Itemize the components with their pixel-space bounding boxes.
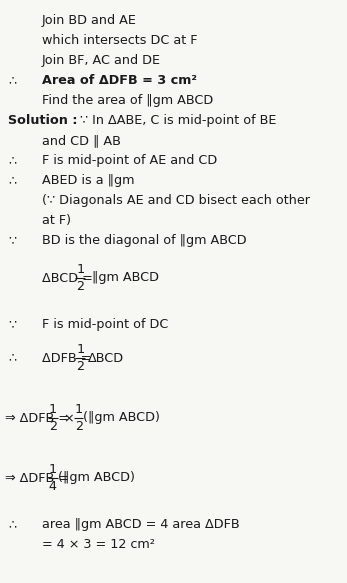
Text: ∴: ∴ bbox=[8, 174, 16, 187]
Text: ‖gm ABCD: ‖gm ABCD bbox=[88, 272, 159, 285]
Text: (‖gm ABCD): (‖gm ABCD) bbox=[83, 412, 160, 424]
Text: ∵ In ΔABE, C is mid-point of BE: ∵ In ΔABE, C is mid-point of BE bbox=[80, 114, 276, 127]
Text: ∴: ∴ bbox=[8, 154, 16, 167]
Text: BD is the diagonal of ‖gm ABCD: BD is the diagonal of ‖gm ABCD bbox=[42, 234, 247, 247]
Text: ⇒ ΔDFB =: ⇒ ΔDFB = bbox=[5, 412, 73, 424]
Text: and CD ∥ AB: and CD ∥ AB bbox=[42, 134, 121, 147]
Text: 4: 4 bbox=[49, 480, 57, 493]
Text: area ‖gm ABCD = 4 area ΔDFB: area ‖gm ABCD = 4 area ΔDFB bbox=[42, 518, 240, 531]
Text: ⇒ ΔDFB =: ⇒ ΔDFB = bbox=[5, 472, 73, 484]
Text: Find the area of ‖gm ABCD: Find the area of ‖gm ABCD bbox=[42, 94, 213, 107]
Text: ∴: ∴ bbox=[8, 74, 16, 87]
Text: ×: × bbox=[60, 412, 78, 424]
Text: 2: 2 bbox=[49, 420, 57, 433]
Text: (∵ Diagonals AE and CD bisect each other: (∵ Diagonals AE and CD bisect each other bbox=[42, 194, 310, 207]
Text: 1: 1 bbox=[49, 463, 57, 476]
Text: ∴: ∴ bbox=[8, 352, 16, 364]
Text: 1: 1 bbox=[76, 263, 84, 276]
Text: Solution :: Solution : bbox=[8, 114, 77, 127]
Text: 2: 2 bbox=[75, 420, 83, 433]
Text: 2: 2 bbox=[76, 280, 84, 293]
Text: Join BD and AE: Join BD and AE bbox=[42, 14, 137, 27]
Text: ΔBCD =: ΔBCD = bbox=[42, 272, 97, 285]
Text: 2: 2 bbox=[76, 360, 84, 373]
Text: at F): at F) bbox=[42, 214, 71, 227]
Text: 1: 1 bbox=[76, 343, 84, 356]
Text: (‖gm ABCD): (‖gm ABCD) bbox=[58, 472, 134, 484]
Text: F is mid-point of DC: F is mid-point of DC bbox=[42, 318, 168, 331]
Text: ∵: ∵ bbox=[8, 318, 16, 331]
Text: Area of ΔDFB = 3 cm²: Area of ΔDFB = 3 cm² bbox=[42, 74, 197, 87]
Text: 1: 1 bbox=[49, 403, 57, 416]
Text: F is mid-point of AE and CD: F is mid-point of AE and CD bbox=[42, 154, 217, 167]
Text: ABED is a ‖gm: ABED is a ‖gm bbox=[42, 174, 135, 187]
Text: Join BF, AC and DE: Join BF, AC and DE bbox=[42, 54, 161, 67]
Text: which intersects DC at F: which intersects DC at F bbox=[42, 34, 197, 47]
Text: ΔBCD: ΔBCD bbox=[88, 352, 124, 364]
Text: ∴: ∴ bbox=[8, 518, 16, 531]
Text: ∵: ∵ bbox=[8, 234, 16, 247]
Text: 1: 1 bbox=[75, 403, 83, 416]
Text: ΔDFB =: ΔDFB = bbox=[42, 352, 95, 364]
Text: = 4 × 3 = 12 cm²: = 4 × 3 = 12 cm² bbox=[42, 538, 155, 551]
